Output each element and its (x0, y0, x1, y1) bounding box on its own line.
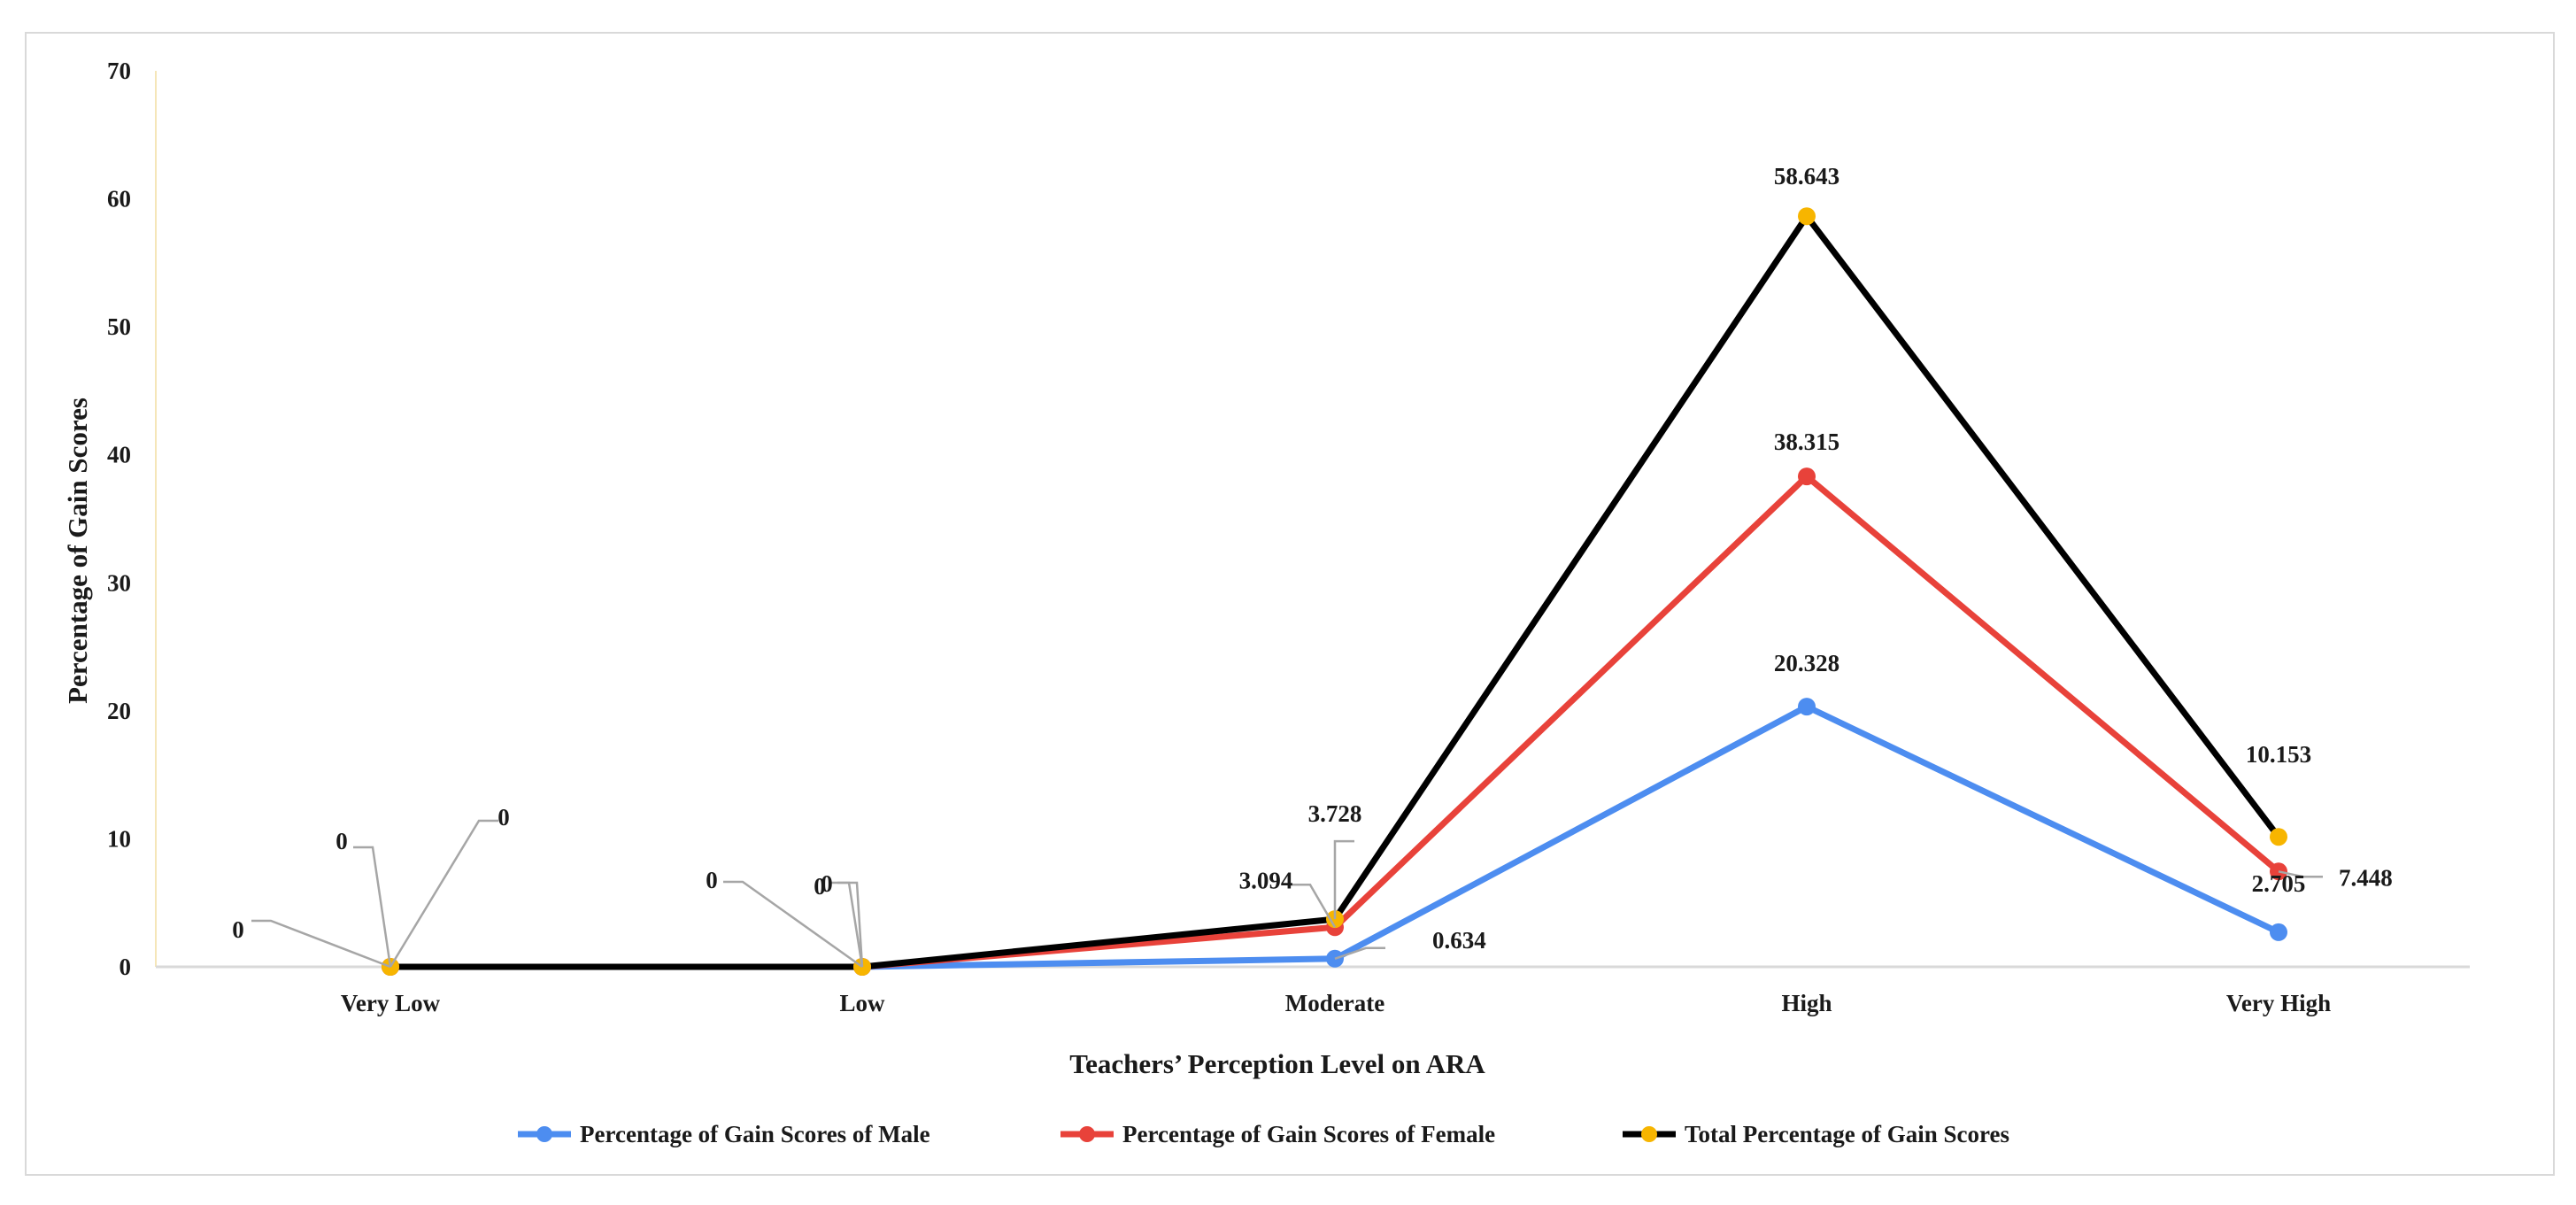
leader-line (723, 880, 863, 969)
data-label: 10.153 (2246, 741, 2311, 768)
y-tick-label: 10 (107, 825, 131, 852)
data-label: 0.634 (1432, 927, 1486, 954)
y-tick-label: 30 (107, 569, 131, 596)
y-tick-label: 40 (107, 442, 131, 468)
x-tick-label: Low (839, 990, 885, 1016)
legend-entry-label: Percentage of Gain Scores of Male (580, 1121, 930, 1147)
data-label: 20.328 (1774, 650, 1839, 676)
data-label: 3.728 (1308, 800, 1362, 827)
data-label: 0 (706, 867, 718, 893)
leader-line (837, 881, 864, 968)
legend-swatch-marker (1641, 1126, 1657, 1142)
leader-line (389, 819, 498, 968)
data-point (2270, 923, 2287, 941)
data-label: 7.448 (2339, 864, 2393, 891)
legend-entry-label: Percentage of Gain Scores of Female (1122, 1121, 1495, 1147)
y-tick-label: 50 (107, 313, 131, 340)
data-label: 0 (814, 873, 826, 900)
chart-frame (25, 32, 2555, 1176)
data-label: 38.315 (1774, 429, 1839, 455)
x-tick-label: Very High (2226, 990, 2331, 1016)
data-label: 0 (335, 828, 348, 854)
x-axis-title: Teachers’ Perception Level on ARA (1069, 1048, 1485, 1079)
leader-line (2278, 870, 2323, 878)
data-point (1798, 467, 1816, 486)
data-label: 2.705 (2252, 870, 2306, 897)
data-label: 58.643 (1774, 163, 1839, 189)
x-tick-label: Very Low (341, 990, 441, 1016)
data-label: 0 (232, 916, 244, 943)
leader-line (251, 919, 391, 969)
y-tick-label: 60 (107, 186, 131, 212)
label-leader-lines (251, 819, 2323, 969)
y-axis-title: Percentage of Gain Scores (62, 398, 93, 704)
legend: Percentage of Gain Scores of Male Percent… (518, 1121, 2009, 1147)
leader-line (1333, 839, 1354, 920)
y-tick-label: 20 (107, 698, 131, 724)
legend-swatch-marker (536, 1126, 552, 1142)
y-tick-label: 70 (107, 58, 131, 84)
x-tick-label: Moderate (1285, 990, 1384, 1016)
y-tick-label: 0 (120, 954, 132, 980)
data-label: 3.094 (1239, 867, 1293, 893)
data-label: 0 (497, 804, 510, 830)
leader-line (1334, 946, 1385, 960)
x-tick-label: High (1781, 990, 1832, 1016)
legend-swatch-marker (1079, 1126, 1095, 1142)
legend-entry-label: Total Percentage of Gain Scores (1685, 1121, 2009, 1147)
leader-line (1291, 884, 1337, 928)
leader-line (353, 846, 392, 968)
data-point (1798, 698, 1816, 716)
data-label: 0 (821, 870, 833, 897)
data-point (1798, 207, 1816, 226)
data-point (2270, 828, 2287, 846)
